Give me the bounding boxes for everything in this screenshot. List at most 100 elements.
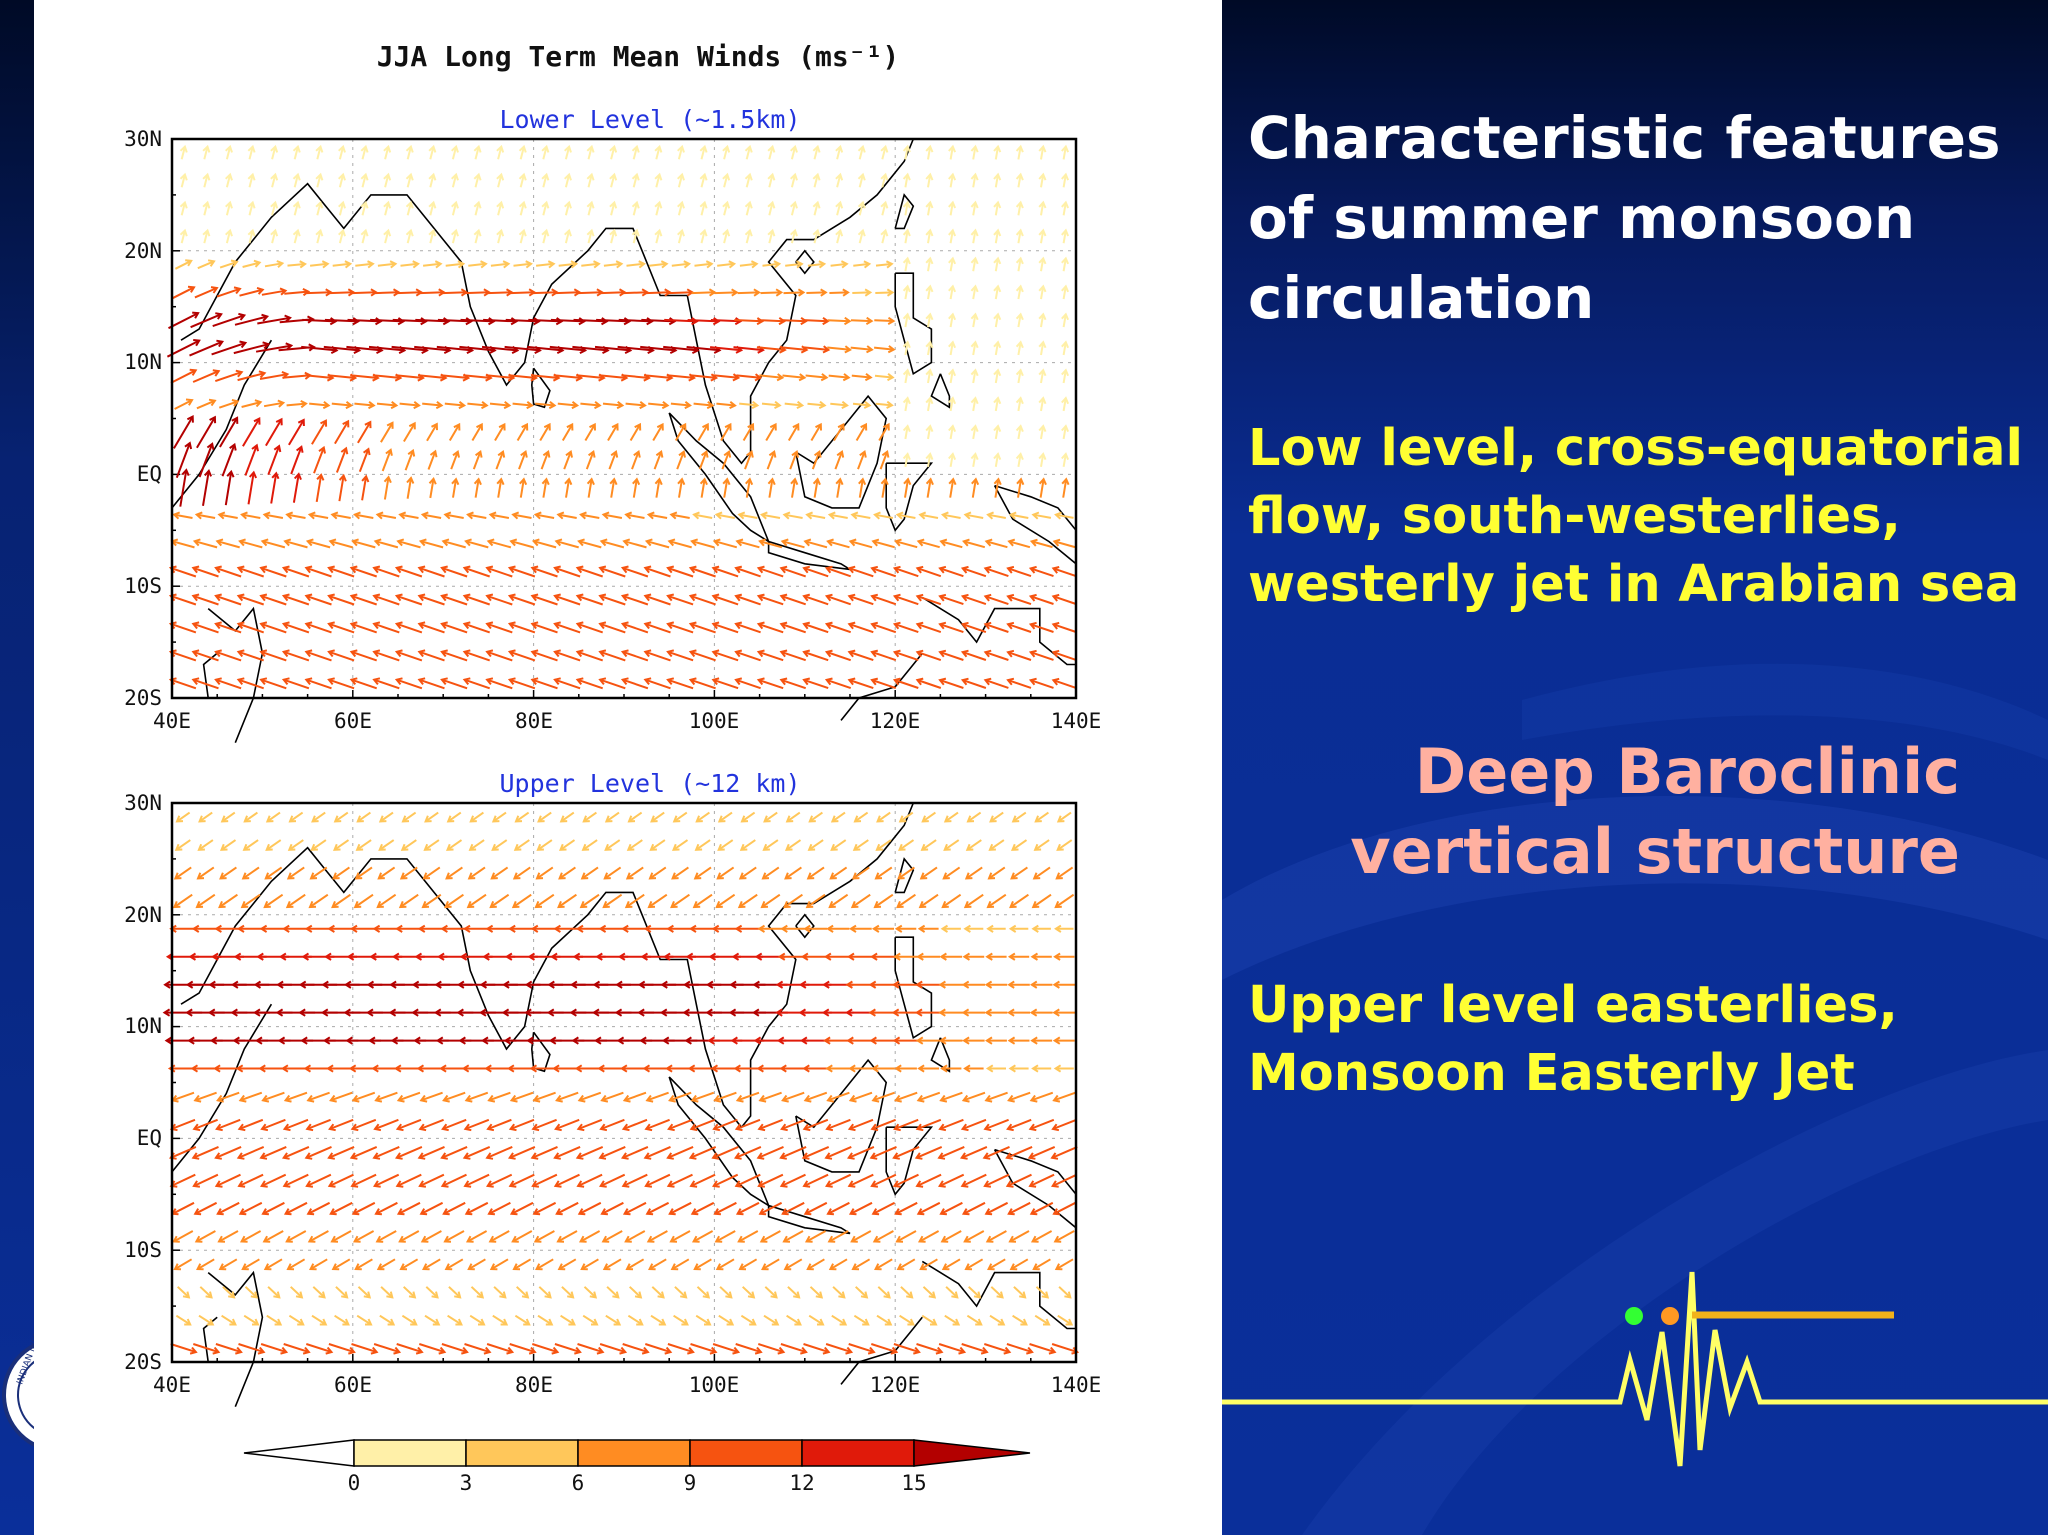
wind-vector	[472, 449, 483, 470]
wind-vector	[577, 538, 602, 549]
wind-vector	[265, 811, 281, 823]
wind-vector	[915, 1036, 941, 1045]
wind-vector	[983, 1173, 1010, 1188]
wind-vector	[259, 677, 287, 690]
wind-vector	[586, 172, 595, 188]
wind-vector	[781, 1091, 805, 1103]
wind-vector	[802, 1173, 829, 1188]
wind-vector	[1015, 200, 1024, 216]
wind-vector	[282, 1173, 309, 1188]
wind-vector	[564, 477, 573, 498]
wind-vector	[219, 259, 239, 269]
wind-vector	[598, 565, 626, 578]
wind-vector	[625, 866, 644, 880]
wind-vector	[915, 1173, 942, 1188]
wind-vector	[1028, 1173, 1055, 1188]
wind-vector	[561, 422, 574, 442]
wind-vector	[847, 593, 874, 606]
wind-vector	[353, 893, 374, 909]
wind-vector	[417, 565, 445, 578]
wind-vector	[541, 172, 550, 188]
wind-vector	[350, 924, 377, 933]
wind-vector	[654, 477, 663, 498]
upper-ytick-20n: 20N	[124, 903, 162, 927]
wind-vector	[698, 449, 709, 470]
wind-vector	[214, 369, 244, 383]
wind-vector	[190, 312, 223, 329]
wind-vector	[375, 1230, 397, 1243]
wind-vector	[394, 621, 423, 634]
wind-vector	[417, 649, 445, 662]
wind-vector	[892, 677, 919, 689]
wind-vector	[489, 893, 510, 909]
wind-vector	[284, 288, 311, 297]
wind-vector	[689, 924, 716, 933]
wind-vector	[893, 1343, 921, 1355]
wind-vector	[236, 677, 265, 690]
lower-xtick-100e: 100E	[689, 709, 740, 733]
wind-vector	[270, 172, 279, 188]
wind-vector	[940, 1064, 962, 1073]
wind-vector	[827, 345, 852, 354]
wind-vector	[618, 317, 654, 326]
wind-vector	[938, 1173, 965, 1188]
wind-vector	[653, 449, 664, 470]
wind-vector	[875, 260, 894, 269]
wind-vector	[963, 1064, 984, 1073]
wind-vector	[379, 1314, 396, 1326]
wind-vector	[238, 1091, 263, 1103]
wind-vector	[1053, 952, 1075, 961]
wind-vector	[327, 565, 355, 578]
wind-vector	[644, 1173, 671, 1188]
wind-vector	[175, 1314, 192, 1326]
wind-vector	[762, 260, 782, 269]
wind-vector	[677, 172, 685, 188]
wind-vector	[518, 200, 527, 216]
wind-vector	[687, 317, 721, 326]
wind-vector	[986, 511, 1006, 520]
wind-vector	[214, 924, 241, 933]
wind-vector	[939, 1036, 963, 1045]
wind-vector	[713, 1091, 737, 1103]
wind-vector	[790, 200, 798, 216]
wind-vector	[960, 1173, 987, 1188]
coastline	[921, 1260, 1077, 1362]
wind-vector	[1051, 1343, 1080, 1355]
wind-vector	[620, 565, 649, 578]
wind-vector	[327, 677, 355, 690]
colorbar: 0 3 6 9 12 15	[243, 1439, 1031, 1495]
wind-vector	[553, 1173, 580, 1188]
wind-vector	[916, 1343, 944, 1355]
wind-vector	[225, 172, 233, 188]
wind-vector	[668, 1201, 692, 1216]
wind-vector	[360, 200, 369, 216]
wind-vector	[869, 1036, 897, 1045]
wind-vector	[902, 200, 911, 216]
colorbar-segment	[801, 1439, 915, 1467]
wind-vector	[851, 866, 870, 880]
wind-vector	[394, 565, 423, 578]
wind-vector	[373, 1118, 399, 1132]
wind-vector	[473, 144, 482, 160]
wind-vector	[643, 1145, 671, 1160]
wind-vector	[535, 401, 557, 410]
wind-vector	[518, 449, 528, 470]
wind-vector	[586, 144, 595, 160]
wind-vector	[902, 452, 911, 467]
wind-vector	[803, 1343, 831, 1355]
wind-vector	[812, 172, 821, 188]
deep-baroclinic-text: Deep Baroclinic vertical structure	[1350, 735, 1960, 888]
wind-vector	[737, 1230, 759, 1243]
wind-vector	[689, 373, 719, 382]
wind-vector	[219, 839, 237, 851]
wind-vector	[263, 893, 284, 909]
wind-vector	[1031, 511, 1052, 520]
wind-vector	[894, 1201, 918, 1216]
wind-vector	[329, 1201, 353, 1216]
wind-vector	[779, 1145, 807, 1160]
upper-plot-area	[172, 803, 1076, 1362]
wind-vector	[360, 144, 369, 160]
wind-vector	[962, 952, 985, 961]
wind-vector	[677, 477, 686, 498]
wind-vector	[917, 1230, 940, 1243]
